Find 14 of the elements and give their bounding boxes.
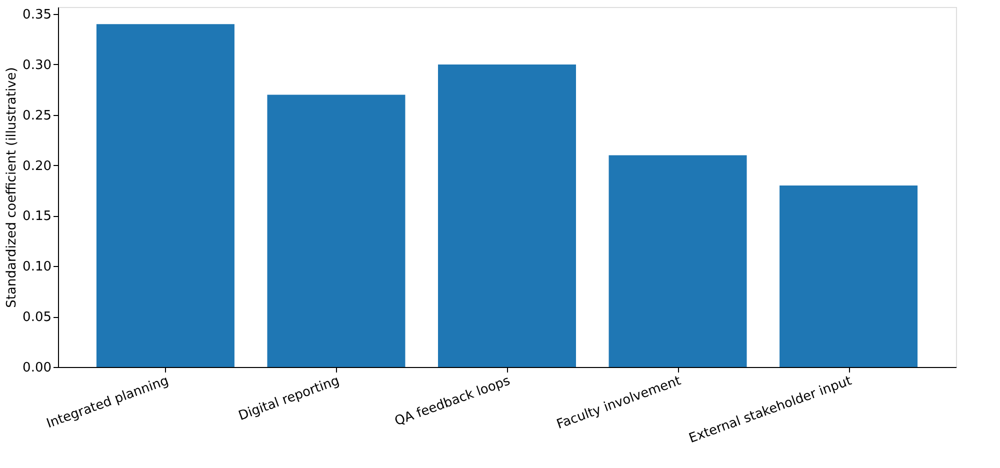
y-tick-label: 0.00 — [22, 360, 52, 376]
y-tick-label: 0.05 — [22, 310, 52, 326]
y-tick-label: 0.15 — [22, 209, 52, 224]
bar — [438, 64, 576, 367]
y-tick-label: 0.20 — [22, 158, 52, 174]
y-tick-label: 0.10 — [22, 260, 52, 275]
y-tick-label: 0.25 — [22, 108, 52, 124]
bar — [96, 24, 234, 367]
bar — [780, 185, 918, 367]
bar — [267, 94, 406, 367]
y-axis-title: Standardized coefficient (illustrative) — [4, 67, 20, 308]
bar — [608, 155, 747, 367]
y-tick-label: 0.30 — [22, 58, 52, 73]
y-tick-label: 0.35 — [22, 8, 52, 23]
